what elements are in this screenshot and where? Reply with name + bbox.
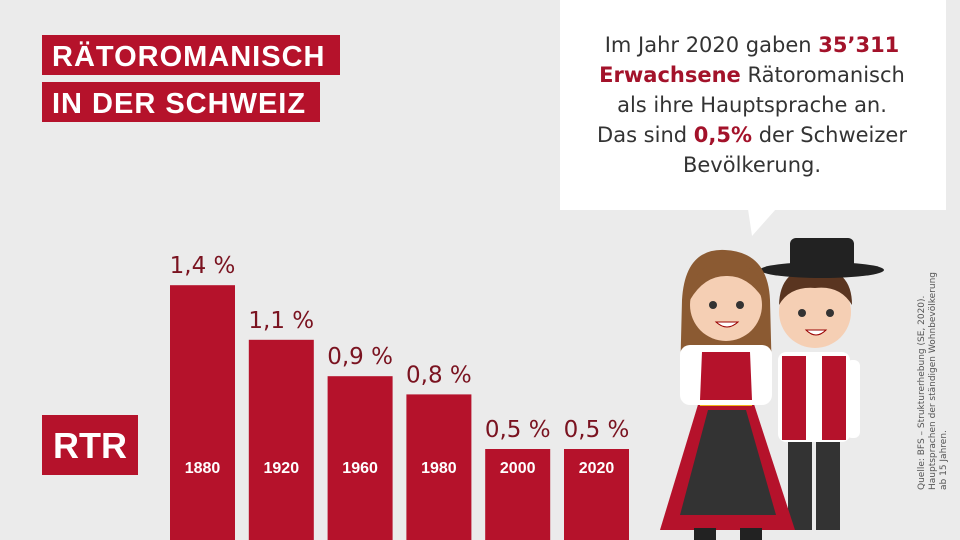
- title-box: [42, 35, 340, 75]
- title: IN DER SCHWEIZ: [52, 88, 306, 120]
- logo-box: [42, 415, 138, 475]
- callout: Im Jahr 2020 gaben 35’311 Erwachsene Räto…: [597, 33, 907, 177]
- value-label: 1,4 %: [170, 253, 236, 279]
- logo: RTR: [53, 425, 127, 466]
- value-label: 1,1 %: [248, 308, 314, 334]
- bar: [406, 394, 472, 540]
- value-label: 0,8 %: [406, 362, 472, 388]
- category-label: 1880: [185, 460, 221, 477]
- category-label: 1980: [421, 460, 457, 477]
- speech-bubble: [560, 0, 946, 236]
- illustration: [660, 238, 884, 540]
- callout-segment: Im Jahr 2020 gaben: [605, 33, 819, 57]
- callout-segment: Das sind: [597, 123, 694, 147]
- bar: [248, 339, 314, 540]
- bar: [170, 285, 235, 540]
- callout-segment: Erwachsene: [599, 63, 741, 87]
- source-line: Hauptsprachen der ständigen Wohnbevölker…: [928, 272, 938, 490]
- callout-line: Erwachsene Rätoromanisch: [599, 63, 905, 87]
- category-label: 1960: [342, 460, 378, 477]
- source-line: ab 15 Jahren.: [939, 430, 949, 490]
- callout-line: Bevölkerung.: [683, 153, 821, 177]
- value-label: 0,5 %: [564, 417, 630, 443]
- callout-segment: 35’311: [818, 33, 899, 57]
- bar-chart: 1,4 % 1880 1,1 % 1920 0,9 % 1960 0,8 % 1980 0,5 …: [170, 253, 630, 540]
- callout-line: als ihre Hauptsprache an.: [617, 93, 887, 117]
- source-note: Quelle: BFS – Strukturerhebung (SE, 2020…: [917, 272, 949, 490]
- title-box: [42, 82, 320, 122]
- bar: [327, 376, 393, 540]
- callout-segment: Rätoromanisch: [741, 63, 905, 87]
- callout-line: Das sind 0,5% der Schweizer: [597, 123, 907, 147]
- source-line: Quelle: BFS – Strukturerhebung (SE, 2020…: [917, 296, 927, 490]
- bar: [485, 449, 551, 540]
- bar: [564, 449, 629, 540]
- category-label: 2000: [500, 460, 536, 477]
- title: RÄTOROMANISCH: [52, 40, 325, 73]
- callout-segment: der Schweizer: [752, 123, 907, 147]
- value-label: 0,5 %: [485, 417, 551, 443]
- value-label: 0,9 %: [327, 344, 393, 370]
- category-label: 2020: [579, 460, 615, 477]
- callout-segment: als ihre Hauptsprache an.: [617, 93, 887, 117]
- callout-line: Im Jahr 2020 gaben 35’311: [605, 33, 900, 57]
- category-label: 1920: [264, 460, 300, 477]
- callout-segment: Bevölkerung.: [683, 153, 821, 177]
- callout-segment: 0,5%: [694, 123, 752, 147]
